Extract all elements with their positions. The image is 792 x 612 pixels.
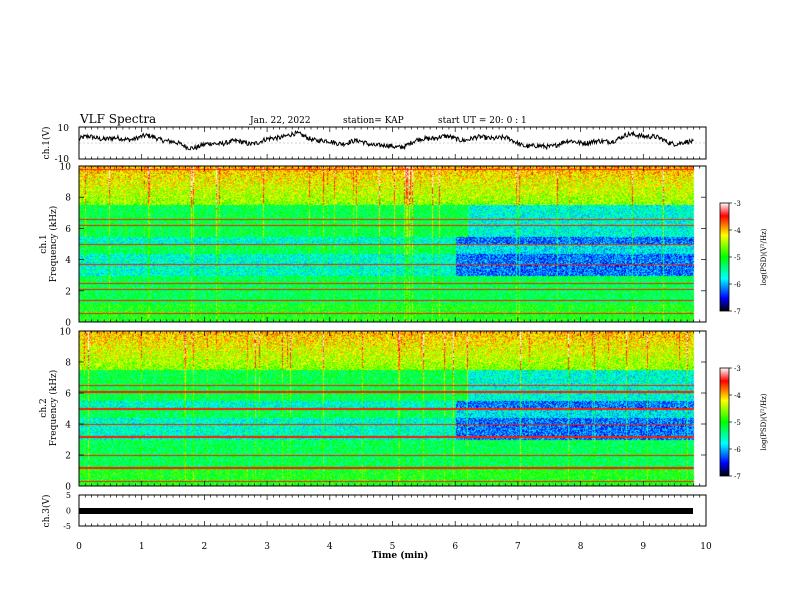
colorbar-tick-label: -6	[734, 446, 741, 454]
x-tick-label: 2	[202, 542, 208, 552]
ch1-spec-ylabel-freq: Frequency (kHz)	[48, 206, 59, 283]
colorbar-tick-label: -6	[734, 281, 741, 289]
y-tick-label: 4	[65, 421, 71, 431]
colorbar-tick-label: -4	[734, 392, 741, 400]
colorbar-tick-label: -3	[734, 200, 741, 208]
ch2-spec-ylabel-freq: Frequency (kHz)	[48, 370, 59, 447]
x-tick-label: 10	[700, 542, 712, 552]
x-axis-label: Time (min)	[372, 550, 429, 561]
ch1-ylabel: ch.1(V)	[41, 127, 52, 160]
y-tick-label: 0	[65, 319, 71, 329]
x-tick-label: 5	[390, 542, 396, 552]
colorbar-tick-label: -7	[734, 308, 741, 316]
y-tick-label: -5	[63, 522, 71, 531]
ch1-spectrogram-panel: 0 2 4 6 8 10 ch.1 Frequency (kHz)	[39, 163, 707, 329]
colorbar-tick-label: -3	[734, 365, 741, 373]
ch3-ylabel: ch.3(V)	[41, 495, 52, 528]
ch1-waveform-line	[78, 130, 694, 151]
colorbar-tick-label: -5	[734, 254, 741, 262]
date-label: Jan. 22, 2022	[249, 116, 311, 126]
y-tick-label: 4	[65, 256, 71, 266]
y-tick-label: 0	[66, 507, 71, 516]
x-tick-label: 0	[76, 542, 82, 552]
y-tick-label: 10	[60, 328, 72, 338]
ch2-spec-ylabel-channel: ch.2	[39, 398, 49, 417]
x-tick-label: 8	[578, 542, 584, 552]
x-tick-label: 4	[327, 542, 333, 552]
y-tick-label: 8	[65, 194, 71, 204]
ch1-spectrogram-heatmap	[79, 166, 706, 322]
ch1-colorbar-label: log(PSD)(V²/Hz)	[760, 228, 768, 285]
x-tick-label: 9	[640, 542, 646, 552]
ch3-waveform-panel: -5 0 5 ch.3(V) 0 1 2 3 4 5 6 7 8 9 10 Time (min)	[41, 491, 712, 561]
colorbar-tick-label: -7	[734, 473, 741, 481]
ch1-ytick-top: 10	[58, 124, 70, 134]
y-tick-label: 5	[66, 491, 71, 500]
y-tick-label: 2	[65, 287, 71, 297]
ch3-waveform-line	[79, 508, 693, 514]
y-tick-label: 10	[60, 163, 72, 173]
y-tick-label: 2	[65, 452, 71, 462]
ch1-spec-ylabel-channel: ch.1	[39, 234, 49, 253]
ch1-colorbar: -3 -4 -5 -6 -7 log(PSD)(V²/Hz)	[719, 200, 768, 316]
x-tick-label: 6	[452, 542, 458, 552]
ch1-waveform-panel: 10 -10 ch.1(V)	[41, 124, 707, 165]
y-tick-label: 0	[65, 483, 71, 493]
ch2-spectrogram-panel: 0 2 4 6 8 10 ch.2 Frequency (kHz)	[39, 328, 707, 493]
colorbar-tick-label: -5	[734, 419, 741, 427]
y-tick-label: 6	[65, 225, 71, 235]
figure-title: VLF Spectra	[79, 112, 156, 126]
start-time-label: start UT = 20: 0 : 1	[438, 116, 527, 126]
ch1-ytick-bottom: -10	[55, 155, 70, 165]
ch2-colorbar-label: log(PSD)(V²/Hz)	[760, 393, 768, 450]
station-label: station= KAP	[343, 116, 404, 126]
y-tick-label: 8	[65, 359, 71, 369]
colorbar-tick-label: -4	[734, 227, 741, 235]
x-tick-label: 1	[139, 542, 145, 552]
x-tick-label: 7	[515, 542, 521, 552]
ch2-spectrogram-heatmap	[79, 331, 706, 486]
y-tick-label: 6	[65, 390, 71, 400]
ch2-colorbar: -3 -4 -5 -6 -7 log(PSD)(V²/Hz)	[719, 365, 768, 481]
x-tick-label: 3	[264, 542, 270, 552]
